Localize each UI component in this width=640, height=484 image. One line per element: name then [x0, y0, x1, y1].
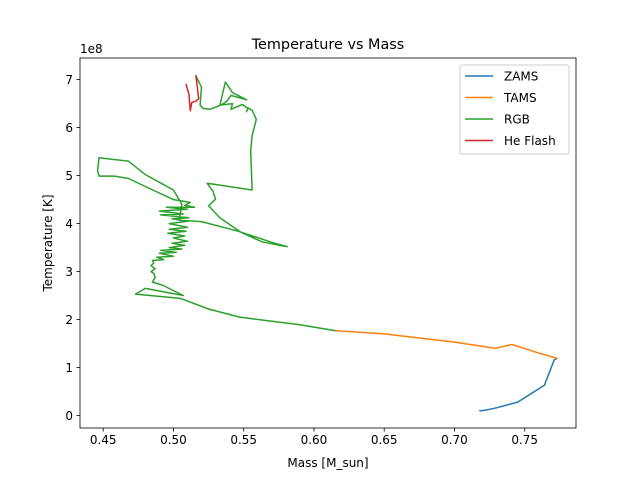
- series-line-zams: [479, 357, 558, 412]
- y-tick-label: 2: [65, 313, 73, 327]
- y-axis: 0 1 2 3 4 5 6 7: [65, 73, 80, 423]
- x-axis-label: Mass [M_sun]: [287, 456, 368, 470]
- y-tick-label: 5: [65, 169, 73, 183]
- x-tick-label: 0.50: [160, 433, 187, 447]
- y-tick-label: 0: [65, 409, 73, 423]
- y-multiplier-label: 1e8: [80, 42, 103, 56]
- y-tick-label: 4: [65, 217, 73, 231]
- x-tick-label: 0.65: [371, 433, 398, 447]
- y-axis-label: Temperature [K]: [41, 194, 55, 292]
- series-line-tams: [334, 329, 558, 360]
- plot-area: [79, 57, 577, 429]
- legend-label-he-flash: He Flash: [504, 134, 556, 148]
- y-tick-label: 1: [65, 361, 73, 375]
- legend-box: [459, 64, 570, 155]
- x-tick-label: 0.70: [441, 433, 468, 447]
- series-line-he-flash: [185, 75, 200, 112]
- legend-label-zams: ZAMS: [504, 69, 538, 83]
- legend: ZAMS TAMS RGB He Flash: [459, 64, 570, 155]
- y-tick-label: 6: [65, 121, 73, 135]
- chart-title: Temperature vs Mass: [251, 37, 405, 53]
- legend-label-tams: TAMS: [503, 91, 537, 105]
- x-tick-label: 0.45: [90, 433, 117, 447]
- x-axis: 0.45 0.50 0.55 0.60 0.65 0.70 0.75: [90, 428, 538, 447]
- series-line-rgb: [96, 75, 336, 332]
- axes-frame: [79, 57, 577, 429]
- x-tick-label: 0.60: [301, 433, 328, 447]
- legend-label-rgb: RGB: [504, 112, 530, 126]
- y-tick-label: 3: [65, 265, 73, 279]
- x-tick-label: 0.55: [230, 433, 257, 447]
- y-tick-label: 7: [65, 73, 73, 87]
- series-group: [96, 75, 558, 412]
- x-tick-label: 0.75: [511, 433, 538, 447]
